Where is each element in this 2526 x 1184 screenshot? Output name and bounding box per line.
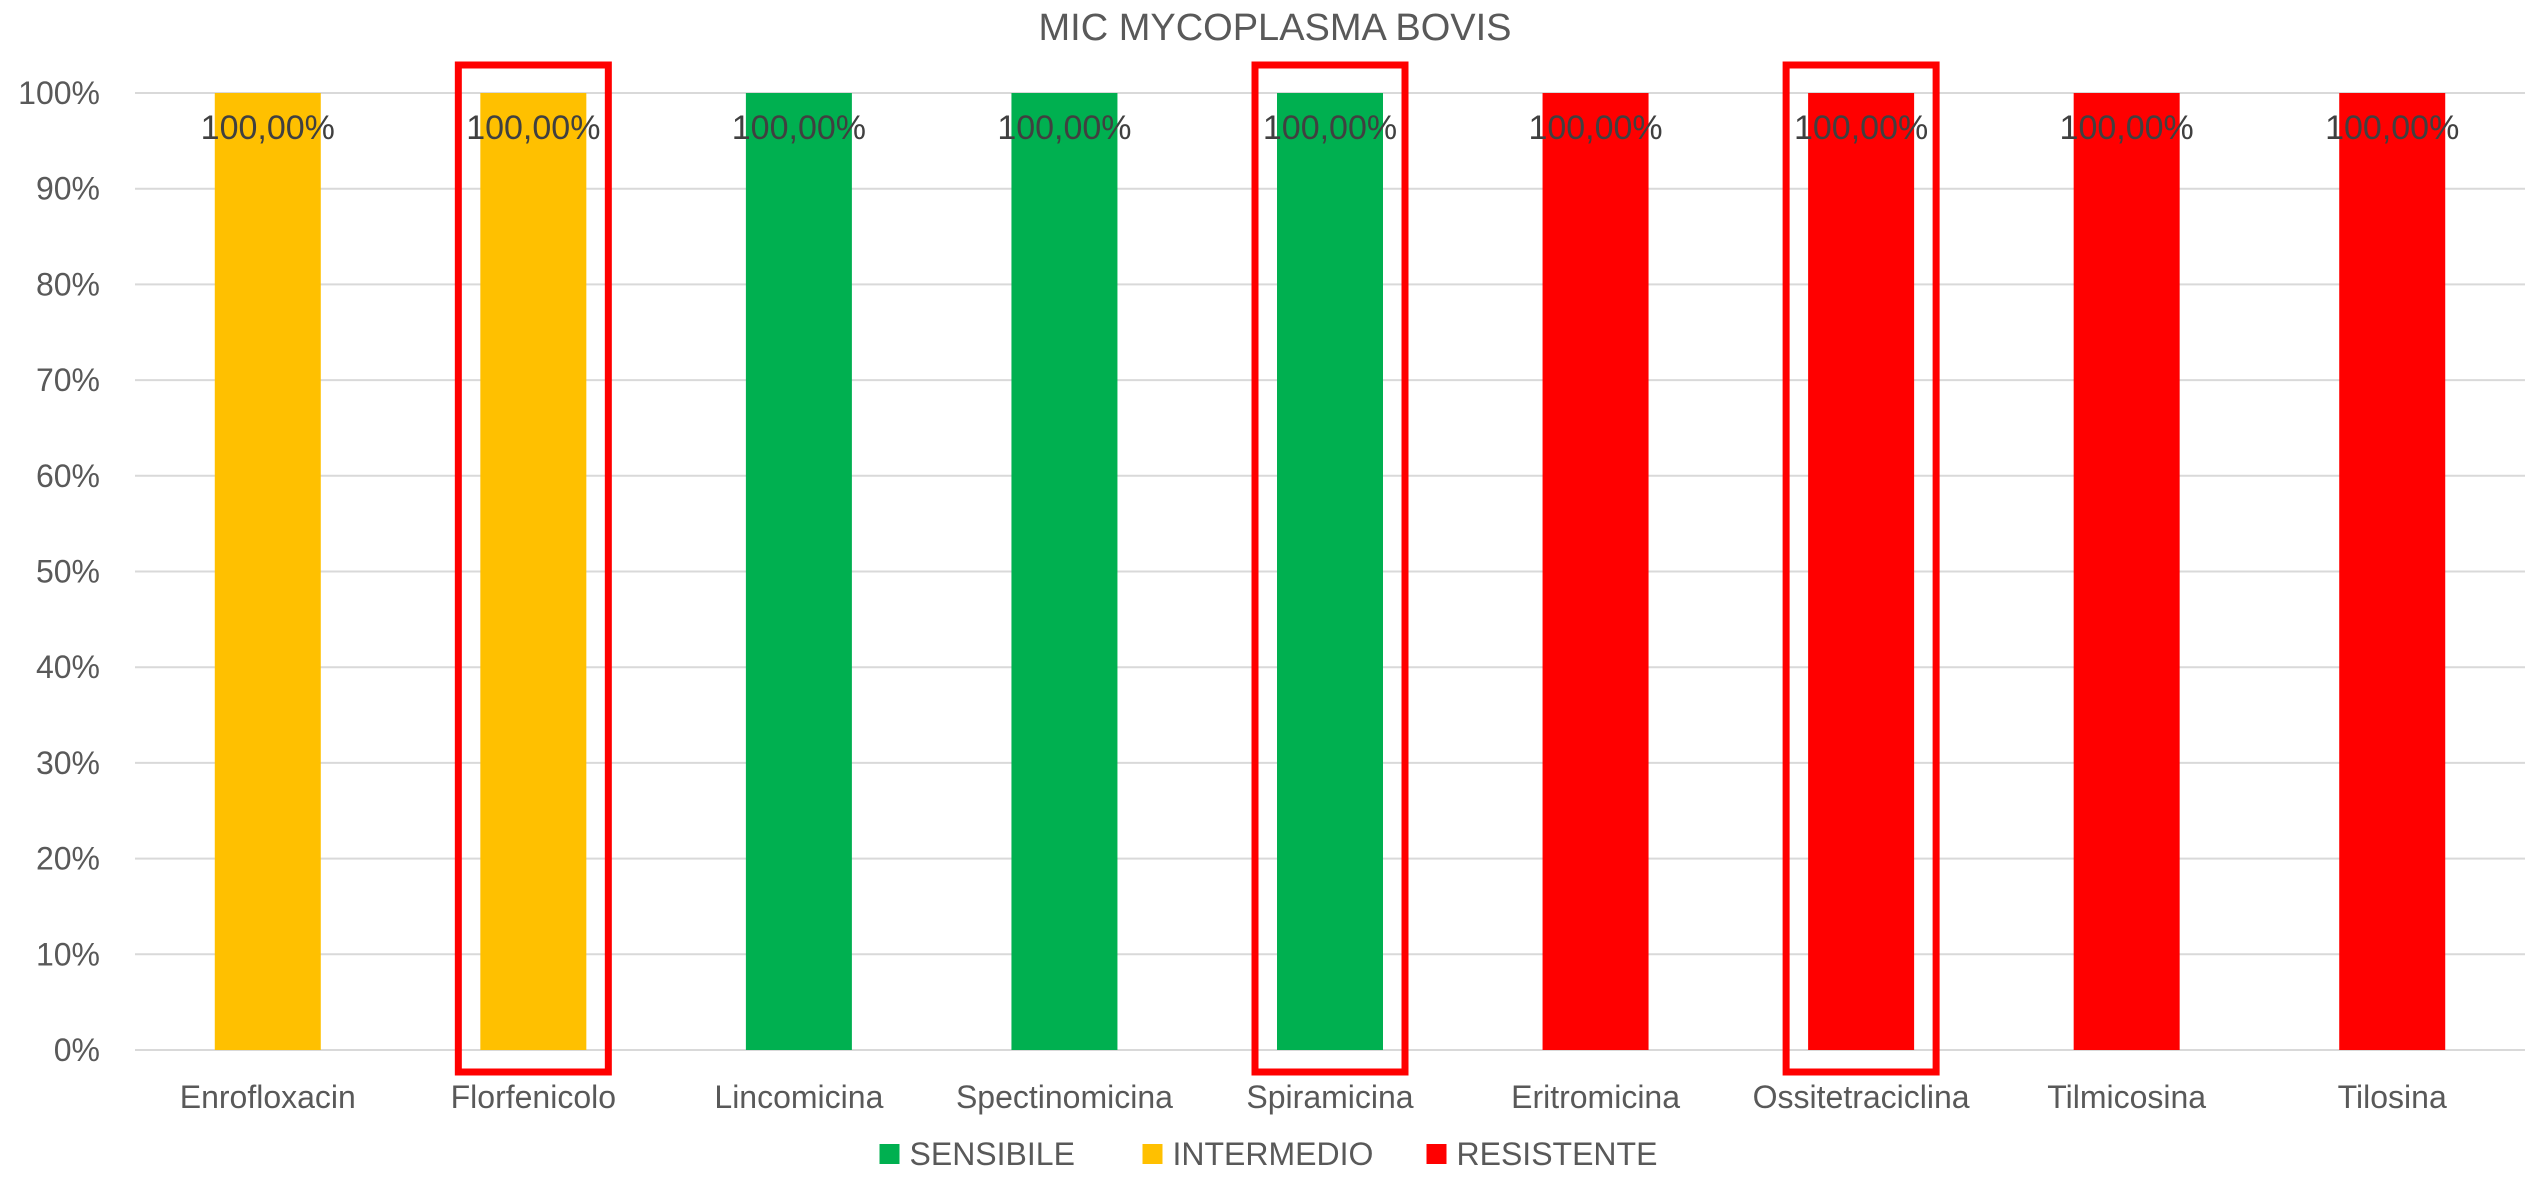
legend-swatch — [1142, 1144, 1163, 1164]
highlight-box-florfenicolo — [454, 61, 612, 1076]
legend-label: RESISTENTE — [1457, 1136, 1658, 1172]
legend: SENSIBILE INTERMEDIO RESISTENTE — [879, 1136, 1658, 1172]
bar-lincomicina — [745, 93, 852, 1050]
y-tick-label: 0% — [54, 1032, 100, 1068]
legend-item-resistente: RESISTENTE — [1426, 1136, 1658, 1172]
x-tick-label: Lincomicina — [714, 1079, 883, 1115]
highlight-box-spiramicina — [1251, 61, 1409, 1076]
bars — [214, 93, 2446, 1050]
x-tick-label: Tilosina — [2338, 1079, 2447, 1115]
legend-label: INTERMEDIO — [1173, 1136, 1374, 1172]
legend-swatch — [879, 1144, 900, 1164]
bar-eritromicina — [1542, 93, 1649, 1050]
y-tick-label: 50% — [36, 554, 100, 590]
bar-florfenicolo — [480, 93, 587, 1050]
y-tick-label: 10% — [36, 936, 100, 972]
y-tick-label: 40% — [36, 649, 100, 685]
highlight-boxes — [454, 61, 1940, 1076]
y-tick-label: 30% — [36, 745, 100, 781]
x-tick-label: Spiramicina — [1246, 1079, 1413, 1115]
chart-title: MIC MYCOPLASMA BOVIS — [1039, 7, 1512, 49]
x-tick-label: Florfenicolo — [451, 1079, 616, 1115]
y-tick-label: 100% — [18, 75, 100, 111]
data-label: 100,00% — [201, 109, 335, 147]
y-tick-label: 80% — [36, 266, 100, 302]
y-tick-label: 90% — [36, 171, 100, 207]
data-label: 100,00% — [1528, 109, 1662, 147]
y-axis-ticks: 0% 10% 20% 30% 40% 50% 60% 70% 80% 90% 100% — [18, 75, 100, 1068]
x-axis-categories: Enrofloxacin Florfenicolo Lincomicina Spect… — [180, 1079, 2447, 1115]
bar-enrofloxacin — [214, 93, 321, 1050]
y-tick-label: 70% — [36, 362, 100, 398]
x-tick-label: Eritromicina — [1511, 1079, 1680, 1115]
bar-tilmicosina — [2073, 93, 2180, 1050]
bar-spectinomicina — [1011, 93, 1118, 1050]
x-tick-label: Spectinomicina — [956, 1079, 1173, 1115]
data-label: 100,00% — [997, 109, 1131, 147]
legend-label: SENSIBILE — [910, 1136, 1075, 1172]
data-labels: 100,00% 100,00% 100,00% 100,00% 100,00% 100,0… — [201, 109, 2460, 147]
x-tick-label: Enrofloxacin — [180, 1079, 356, 1115]
bar-tilosina — [2339, 93, 2446, 1050]
bar-ossitetraciclina — [1808, 93, 1915, 1050]
legend-item-intermedio: INTERMEDIO — [1142, 1136, 1374, 1172]
data-label: 100,00% — [732, 109, 866, 147]
bar-spiramicina — [1277, 93, 1383, 1050]
y-tick-label: 60% — [36, 458, 100, 494]
data-label: 100,00% — [1263, 109, 1397, 147]
legend-item-sensibile: SENSIBILE — [879, 1136, 1075, 1172]
data-label: 100,00% — [1794, 109, 1928, 147]
y-tick-label: 20% — [36, 841, 100, 877]
data-label: 100,00% — [2060, 109, 2194, 147]
data-label: 100,00% — [2325, 109, 2459, 147]
data-label: 100,00% — [466, 109, 600, 147]
x-tick-label: Ossitetraciclina — [1753, 1079, 1970, 1115]
legend-swatch — [1426, 1144, 1447, 1164]
x-tick-label: Tilmicosina — [2047, 1079, 2206, 1115]
highlight-box-ossitetraciclina — [1782, 61, 1940, 1076]
